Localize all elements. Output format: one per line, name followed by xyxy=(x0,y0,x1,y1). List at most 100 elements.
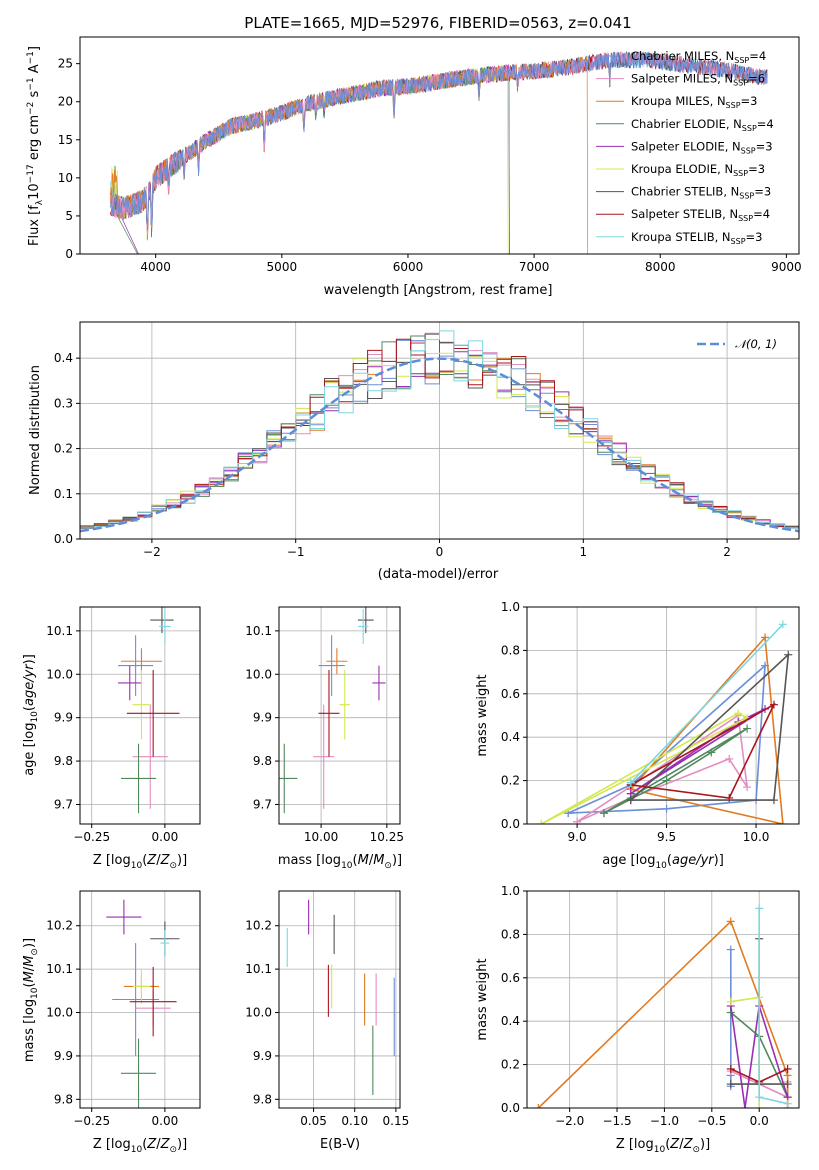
spectrum-line xyxy=(109,51,768,227)
mass_vs_Z-errorbars xyxy=(106,899,180,1108)
histogram-axes: −2 −1 0 1 2 0.0 0.1 0.2 0.3 0.4 xyxy=(54,322,799,559)
x-tick-label: 0.05 xyxy=(300,1114,327,1128)
age_vs_mass-x-label: mass [log10(M/M⊙)] xyxy=(278,853,402,871)
y-tick-label: 0.2 xyxy=(501,774,520,788)
x-tick-label: 1 xyxy=(579,545,587,559)
x-tick-label: 7000 xyxy=(519,260,550,274)
x-tick-label: 0.15 xyxy=(383,1114,410,1128)
y-tick-label: 9.9 xyxy=(54,1049,73,1063)
x-tick-label: 9.0 xyxy=(568,830,587,844)
spectrum-frame xyxy=(79,36,800,255)
x-tick-label: 0 xyxy=(436,545,444,559)
weight-line xyxy=(730,1005,789,1108)
mass_weight_vs_Z-axes: −2.0 −1.5 −1.0 −0.5 0.0 0.0 0.2 0.4 0.6 0.8 1.0 xyxy=(501,884,799,1128)
y-tick-label: 0.6 xyxy=(501,687,520,701)
y-tick-label: 10.0 xyxy=(245,667,272,681)
mass_weight_vs_Z-lines xyxy=(534,904,792,1108)
weight-line xyxy=(630,652,790,801)
y-tick-label: 0.8 xyxy=(501,927,520,941)
x-tick-label: −2.0 xyxy=(555,1114,584,1128)
mass_weight_vs_age-x-label: age [log10(age/yr)] xyxy=(602,853,724,871)
mass_weight_vs_age-axes: 9.0 9.5 10.0 0.0 0.2 0.4 0.6 0.8 1.0 xyxy=(501,600,799,844)
y-tick-label: 9.8 xyxy=(54,1092,73,1106)
spectrum-x-label: wavelength [Angstrom, rest frame] xyxy=(324,283,553,298)
x-tick-label: 9.5 xyxy=(657,830,676,844)
x-tick-label: 0.0 xyxy=(750,1114,769,1128)
weight-line xyxy=(630,702,776,799)
legend-entry: Salpeter ELODIE, NSSP=3 xyxy=(631,139,773,155)
y-tick-label: 9.8 xyxy=(253,1092,272,1106)
age_vs_Z-errorbars xyxy=(118,607,180,814)
legend-entry: Salpeter STELIB, NSSP=4 xyxy=(631,207,770,223)
x-tick-label: 8000 xyxy=(645,260,676,274)
age_vs_Z-frame xyxy=(79,606,201,825)
histogram-y-label: Normed distribution xyxy=(28,365,43,495)
y-tick-label: 0.3 xyxy=(54,396,73,410)
x-tick-label: −0.25 xyxy=(73,1114,110,1128)
histogram-steps xyxy=(80,330,799,533)
y-tick-label: 0.0 xyxy=(54,532,73,546)
mass_weight_vs_Z-x-label: Z [log10(Z/Z⊙)] xyxy=(616,1137,710,1155)
age_vs_Z-axes: −0.25 0.00 9.7 9.8 9.9 10.0 10.1 xyxy=(46,607,200,844)
y-tick-label: 5 xyxy=(65,209,73,223)
y-tick-label: 9.9 xyxy=(253,711,272,725)
mass_vs_EBV-x-label: E(B-V) xyxy=(320,1137,360,1152)
y-tick-label: 0.4 xyxy=(54,351,73,365)
age_vs_Z-x-label: Z [log10(Z/Z⊙)] xyxy=(93,853,187,871)
mass_vs_Z-y-label: mass [log10(M/M⊙)] xyxy=(22,938,40,1062)
histogram-step xyxy=(80,330,799,530)
x-tick-label: −1.0 xyxy=(650,1114,679,1128)
y-tick-label: 10.1 xyxy=(245,962,272,976)
weight-line xyxy=(758,908,788,1105)
mass_weight_vs_age-frame xyxy=(526,606,800,825)
x-tick-label: 0.00 xyxy=(152,1114,179,1128)
y-tick-label: 0 xyxy=(65,247,73,261)
y-tick-label: 10.0 xyxy=(245,1006,272,1020)
mass_vs_EBV-axes: 0.05 0.10 0.15 9.8 9.9 10.0 10.1 10.2 xyxy=(245,891,409,1128)
y-tick-label: 1.0 xyxy=(501,884,520,898)
y-tick-label: 0.4 xyxy=(501,730,520,744)
y-tick-label: 10.0 xyxy=(46,1006,73,1020)
y-tick-label: 9.7 xyxy=(253,797,272,811)
y-tick-label: 0.1 xyxy=(54,487,73,501)
weight-line xyxy=(630,623,784,784)
x-tick-label: −1.5 xyxy=(602,1114,631,1128)
mass_vs_Z-axes: −0.25 0.00 9.8 9.9 10.0 10.1 10.2 xyxy=(46,891,200,1128)
legend-entry: Salpeter MILES, NSSP=6 xyxy=(631,72,765,88)
legend-entry: Chabrier MILES, NSSP=4 xyxy=(631,49,766,65)
mass_weight_vs_Z-frame xyxy=(526,890,800,1109)
x-tick-label: 6000 xyxy=(393,260,424,274)
y-tick-label: 10 xyxy=(58,171,73,185)
mass_weight_vs_age-y-label: mass weight xyxy=(475,674,490,756)
x-tick-label: 2 xyxy=(723,545,731,559)
spectrum-y-label: Flux [fλ10−17 erg cm−2 s−1 A−1] xyxy=(26,46,45,246)
y-tick-label: 0.0 xyxy=(501,817,520,831)
y-tick-label: 0.2 xyxy=(54,442,73,456)
x-tick-label: −1 xyxy=(287,545,305,559)
legend-entry: Chabrier STELIB, NSSP=3 xyxy=(631,185,771,201)
x-tick-label: −2 xyxy=(143,545,161,559)
y-tick-label: 9.9 xyxy=(54,711,73,725)
weight-line xyxy=(540,712,749,824)
figure-title: PLATE=1665, MJD=52976, FIBERID=0563, z=0… xyxy=(244,14,631,32)
y-tick-label: 10.1 xyxy=(46,962,73,976)
y-tick-label: 10.1 xyxy=(245,624,272,638)
x-tick-label: −0.5 xyxy=(697,1114,726,1128)
age_vs_mass-frame xyxy=(278,606,401,825)
age_vs_mass-errorbars xyxy=(279,607,386,814)
weight-line xyxy=(630,708,766,795)
x-tick-label: 4000 xyxy=(140,260,171,274)
y-tick-label: 10.1 xyxy=(46,624,73,638)
age_vs_Z-y-label: age [log10(age/yr)] xyxy=(22,654,40,776)
x-tick-label: −0.25 xyxy=(73,830,110,844)
mass_vs_EBV-errorbars xyxy=(286,899,395,1095)
mass_weight_vs_Z-y-label: mass weight xyxy=(475,958,490,1040)
histogram-frame xyxy=(79,321,800,540)
y-tick-label: 0.2 xyxy=(501,1058,520,1072)
legend-entry: Chabrier ELODIE, NSSP=4 xyxy=(631,117,774,133)
y-tick-label: 0.4 xyxy=(501,1014,520,1028)
y-tick-label: 9.9 xyxy=(253,1049,272,1063)
y-tick-label: 0.0 xyxy=(501,1101,520,1115)
spectrum-axes: 4000 5000 6000 7000 8000 9000 0 5 10 15 20 25 xyxy=(58,57,802,274)
